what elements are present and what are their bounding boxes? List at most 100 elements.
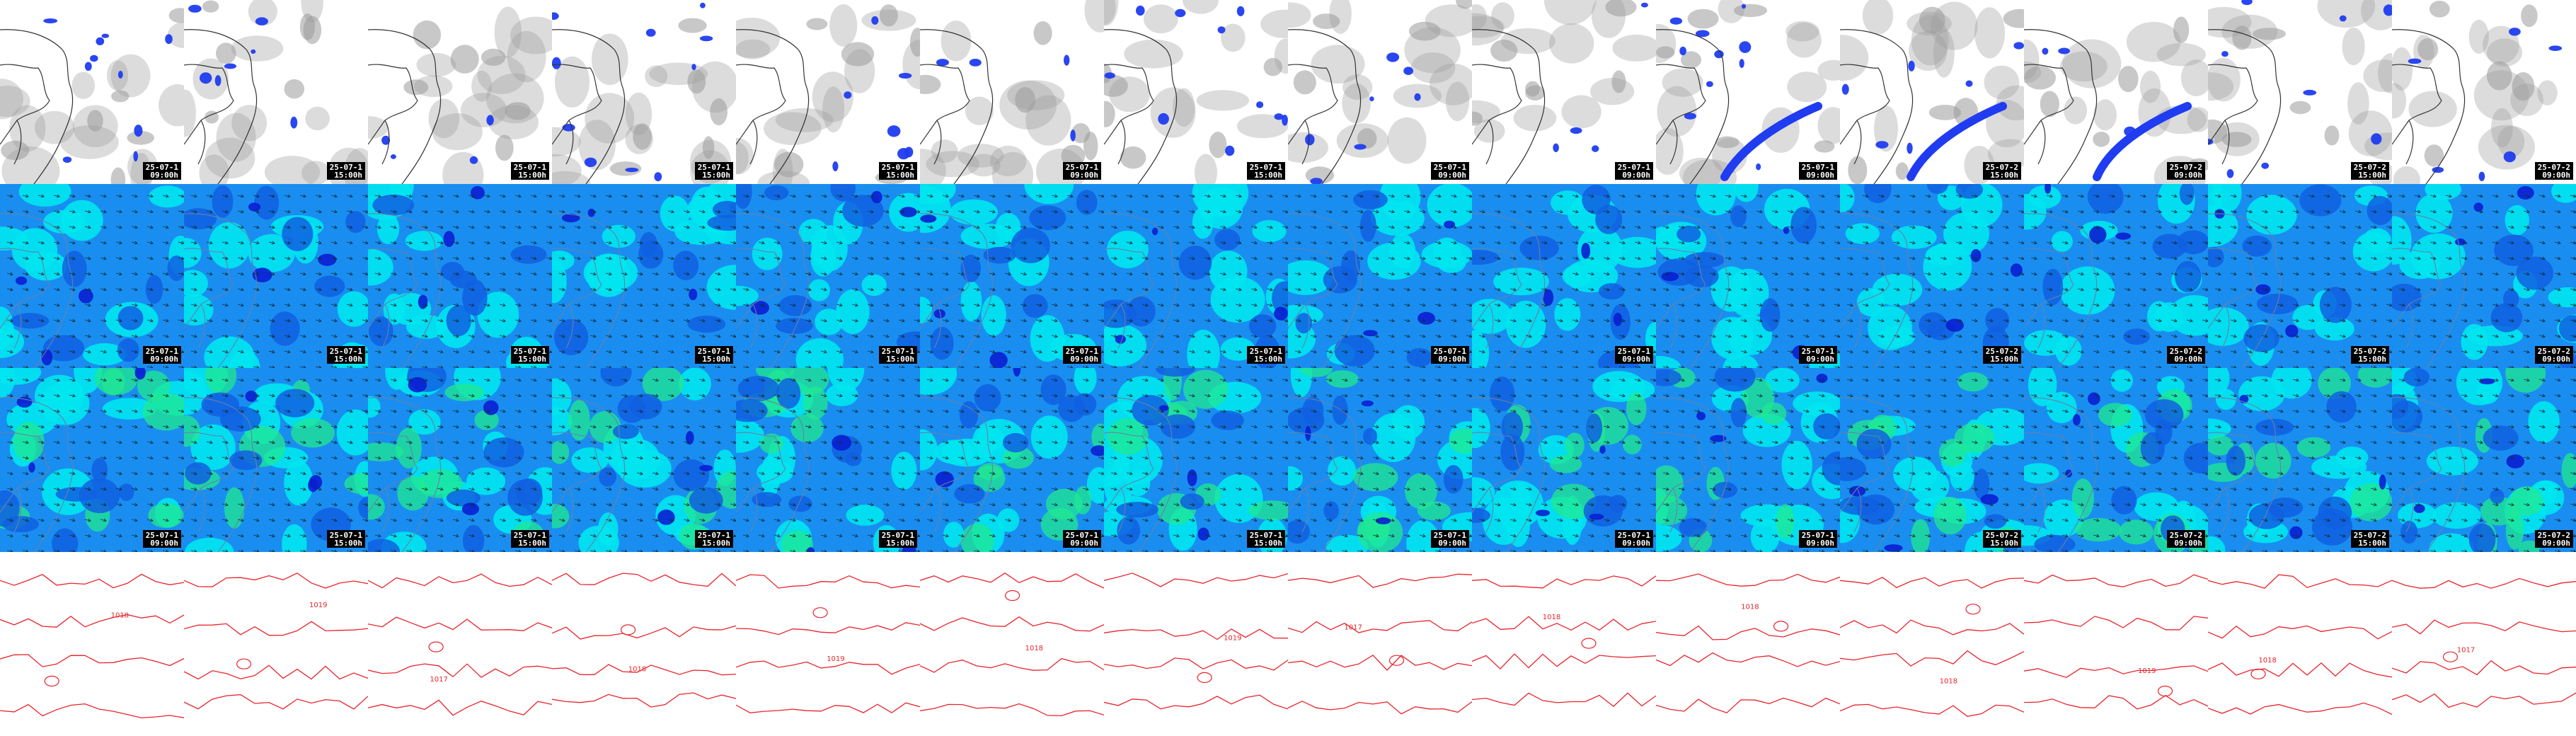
wind-arrow: [1572, 549, 1579, 552]
wind-alt-panel[interactable]: 25-07-1 09:00h: [1288, 368, 1472, 552]
wind-arrow: [1572, 334, 1579, 338]
wind-arrow: [1035, 456, 1042, 460]
wind-arrow: [2046, 194, 2053, 198]
precip-panel[interactable]: 25-07-2 15:00h: [1840, 0, 2024, 184]
wind-alt-panel[interactable]: 25-07-1 09:00h: [0, 368, 184, 552]
wind-arrow: [1634, 487, 1641, 491]
timestamp-date: 25-07-1: [1617, 347, 1650, 356]
precip-panel[interactable]: 25-07-1 15:00h: [368, 0, 552, 184]
wind-panel[interactable]: 25-07-1 09:00h: [1472, 184, 1656, 368]
precip-panel[interactable]: 25-07-1 09:00h: [1656, 0, 1840, 184]
wind-arrow: [1173, 456, 1180, 460]
wind-alt-panel[interactable]: 25-07-1 15:00h: [736, 368, 920, 552]
wind-panel[interactable]: 25-07-1 15:00h: [368, 184, 552, 368]
wind-arrow: [330, 209, 338, 214]
wind-arrow: [1678, 378, 1685, 382]
wind-arrow: [882, 456, 890, 460]
wind-arrow: [2093, 303, 2100, 307]
wind-arrow: [2308, 350, 2315, 354]
precip-panel[interactable]: 25-07-1 09:00h: [0, 0, 184, 184]
wind-panel[interactable]: 25-07-2 15:00h: [2208, 184, 2392, 368]
wind-arrow: [1478, 378, 1485, 382]
wind-arrow: [315, 272, 322, 276]
precip-cell: [699, 35, 713, 42]
wind-alt-panel[interactable]: 25-07-1 09:00h: [920, 368, 1104, 552]
wind-arrow: [390, 378, 397, 382]
wind-panel[interactable]: 25-07-1 09:00h: [920, 184, 1104, 368]
coastline: [736, 397, 810, 552]
wind-panel[interactable]: 25-07-1 15:00h: [1104, 184, 1288, 368]
wind-arrow: [38, 209, 45, 214]
wind-arrow: [1082, 194, 1089, 198]
wind-arrow: [1051, 409, 1058, 413]
wind-arrow: [268, 502, 275, 507]
wind-arrow: [1110, 225, 1117, 229]
wind-arrow: [1662, 225, 1669, 229]
wind-arrow: [1603, 378, 1610, 382]
border-line: [1853, 304, 1862, 349]
wind-arrow: [574, 303, 581, 307]
precip-panel[interactable]: 25-07-1 15:00h: [736, 0, 920, 184]
wind-arrow: [1098, 365, 1104, 368]
wind-arrow: [636, 456, 643, 460]
wind-panel[interactable]: 25-07-1 15:00h: [736, 184, 920, 368]
wind-panel[interactable]: 25-07-1 09:00h: [1288, 184, 1472, 368]
wind-arrow: [100, 378, 107, 382]
wind-arrow: [1282, 256, 1288, 260]
wind-panel[interactable]: 25-07-1 15:00h: [552, 184, 736, 368]
wind-arrow: [2323, 365, 2330, 368]
precip-panel[interactable]: 25-07-1 15:00h: [184, 0, 368, 184]
wind-alt-panel[interactable]: 25-07-2 15:00h: [1840, 368, 2024, 552]
precip-panel[interactable]: 25-07-1 09:00h: [1472, 0, 1656, 184]
wind-alt-panel[interactable]: 25-07-2 09:00h: [2024, 368, 2208, 552]
wind-arrow: [1725, 256, 1732, 260]
cloud-area: [1543, 0, 1597, 25]
precip-cell: [188, 4, 202, 13]
wind-panel[interactable]: 25-07-1 15:00h: [184, 184, 368, 368]
wind-panel[interactable]: 25-07-1 09:00h: [1656, 184, 1840, 368]
coastline: [1840, 397, 1914, 552]
precip-panel[interactable]: 25-07-2 15:00h: [2208, 0, 2392, 184]
wind-arrow: [1924, 334, 1931, 338]
wind-arrow: [621, 334, 628, 338]
precip-panel[interactable]: 25-07-1 09:00h: [1288, 0, 1472, 184]
wind-arrow: [621, 194, 628, 198]
wind-panel[interactable]: 25-07-2 09:00h: [2024, 184, 2208, 368]
wind-alt-panel[interactable]: 25-07-1 15:00h: [368, 368, 552, 552]
cloud-area: [2118, 66, 2139, 93]
wind-arrow: [253, 225, 260, 229]
wind-arrow: [774, 272, 781, 276]
wind-arrow: [362, 209, 368, 214]
wind-arrow: [1510, 272, 1517, 276]
wind-arrow: [590, 334, 597, 338]
wind-panel[interactable]: 25-07-2 09:00h: [2392, 184, 2576, 368]
wind-arrow: [190, 518, 197, 522]
precip-panel[interactable]: 25-07-2 09:00h: [2392, 0, 2576, 184]
wind-arrow: [1478, 456, 1485, 460]
wind-panel[interactable]: 25-07-1 09:00h: [0, 184, 184, 368]
wind-arrow: [1188, 425, 1195, 429]
wind-arrow: [1971, 318, 1978, 323]
precip-panel[interactable]: 25-07-1 09:00h: [920, 0, 1104, 184]
cloud-area: [110, 167, 126, 184]
wind-arrow: [1494, 318, 1501, 323]
precip-panel[interactable]: 25-07-2 09:00h: [2024, 0, 2208, 184]
precipitation-map: [2392, 0, 2576, 184]
precip-panel[interactable]: 25-07-1 15:00h: [1104, 0, 1288, 184]
wind-arrow: [652, 194, 659, 198]
wind-arrow: [38, 303, 45, 307]
wind-alt-panel[interactable]: 25-07-1 09:00h: [1656, 368, 1840, 552]
wind-panel[interactable]: 25-07-2 15:00h: [1840, 184, 2024, 368]
wind-alt-panel[interactable]: 25-07-1 15:00h: [552, 368, 736, 552]
wind-alt-panel[interactable]: 25-07-1 15:00h: [1104, 368, 1288, 552]
wind-alt-panel[interactable]: 25-07-1 09:00h: [1472, 368, 1656, 552]
wind-strong-zone: [118, 483, 134, 501]
wind-max-zone: [443, 231, 455, 247]
wind-arrow: [882, 241, 890, 245]
wind-arrow: [1372, 209, 1379, 214]
wind-alt-panel[interactable]: 25-07-1 15:00h: [184, 368, 368, 552]
precip-panel[interactable]: 25-07-1 15:00h: [552, 0, 736, 184]
wind-arrow: [1818, 194, 1825, 198]
wind-arrow: [667, 272, 674, 276]
wind-arrow: [406, 409, 413, 413]
